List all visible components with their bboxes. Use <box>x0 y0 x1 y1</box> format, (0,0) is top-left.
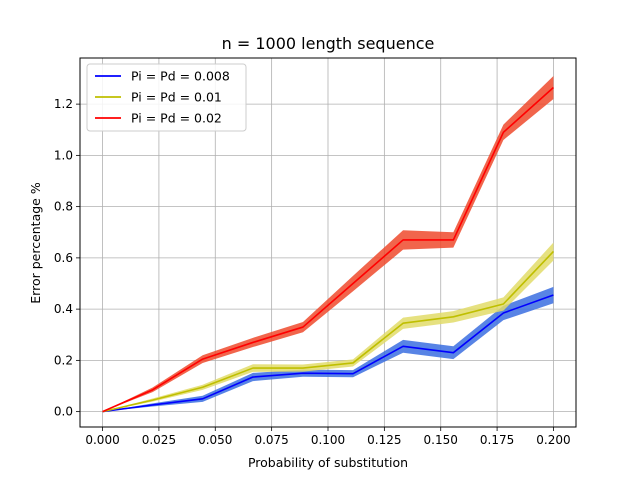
y-tick-label: 0.4 <box>54 302 73 316</box>
legend: Pi = Pd = 0.008 Pi = Pd = 0.01 Pi = Pd = 0… <box>86 63 247 132</box>
y-tick-label: 0.0 <box>54 405 73 419</box>
y-tick-label: 1.2 <box>54 97 73 111</box>
y-tick-label: 1.0 <box>54 148 73 162</box>
series-band <box>102 286 554 412</box>
x-tick-label: 0.150 <box>424 433 458 447</box>
series-line <box>102 86 554 413</box>
y-tick-label: 0.8 <box>54 200 73 214</box>
series-lines <box>102 86 555 413</box>
x-tick-label: 0.000 <box>85 433 119 447</box>
legend-label: Pi = Pd = 0.01 <box>131 90 222 105</box>
x-tick-label: 0.100 <box>311 433 345 447</box>
x-tick-label: 0.175 <box>480 433 514 447</box>
x-axis-label: Probability of substitution <box>248 455 408 470</box>
legend-label: Pi = Pd = 0.008 <box>131 69 230 84</box>
confidence-bands <box>102 75 554 412</box>
legend-box <box>86 63 247 132</box>
legend-label: Pi = Pd = 0.02 <box>131 111 222 126</box>
x-tick-label: 0.075 <box>254 433 288 447</box>
x-tick-label: 0.125 <box>367 433 401 447</box>
x-tick-label: 0.025 <box>142 433 176 447</box>
x-tick-label: 0.050 <box>198 433 232 447</box>
axis-ticks: 0.000 0.025 0.050 0.075 0.100 0.125 0.150 0.175… <box>54 97 571 447</box>
series-line <box>102 294 554 413</box>
chart-title: n = 1000 length sequence <box>222 34 435 53</box>
y-tick-label: 0.6 <box>54 251 73 265</box>
x-tick-label: 0.200 <box>536 433 570 447</box>
y-axis-label: Error percentage % <box>28 182 43 304</box>
series-line <box>102 250 555 413</box>
y-tick-label: 0.2 <box>54 353 73 367</box>
